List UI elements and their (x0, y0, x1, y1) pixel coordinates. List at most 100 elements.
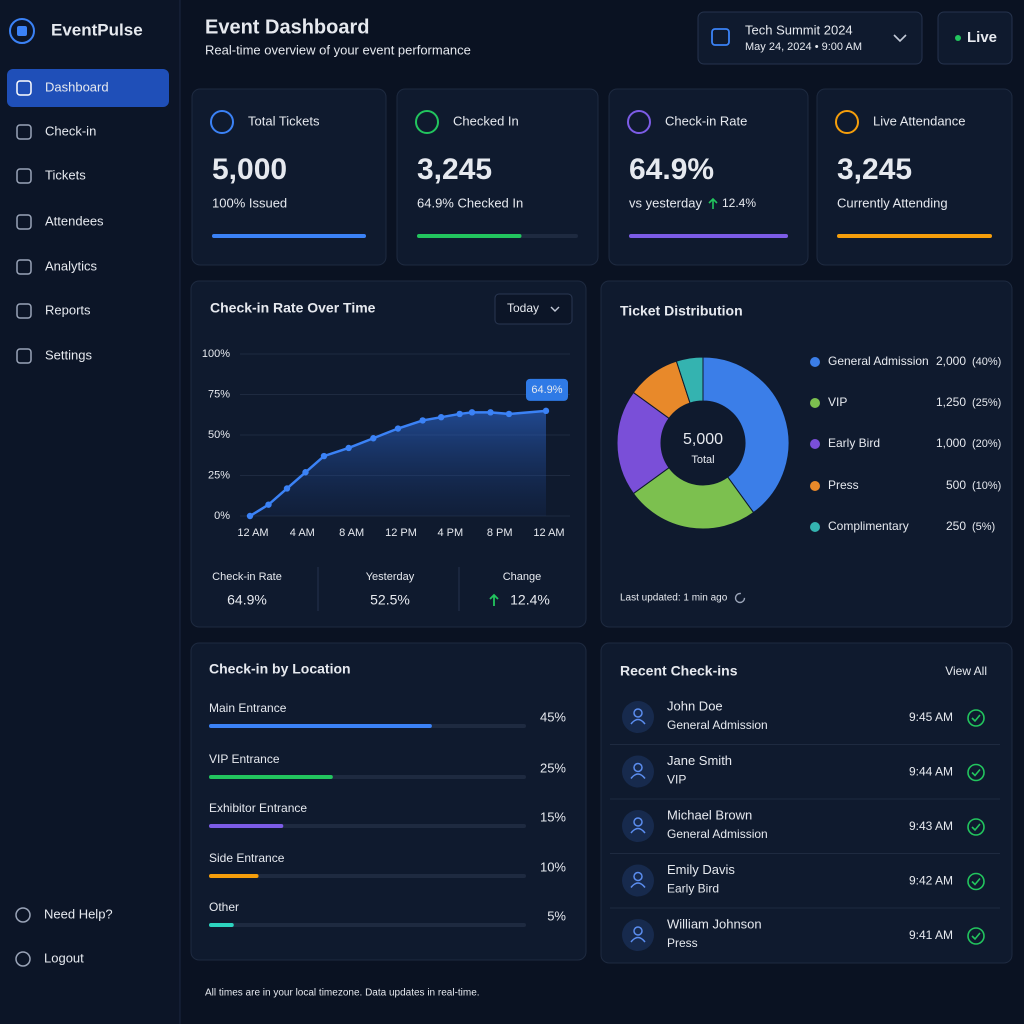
view-all-link[interactable]: View All (945, 664, 987, 678)
nav-icon (16, 80, 32, 96)
attendee-name: Michael Brown (667, 807, 752, 822)
pie-slice (702, 356, 790, 514)
refresh-icon[interactable] (734, 592, 746, 604)
live-status: Live (967, 29, 997, 46)
nav-icon (16, 214, 32, 230)
x-tick-label: 4 PM (437, 527, 463, 539)
attendee-type: General Admission (667, 718, 768, 732)
attendee-name: Jane Smith (667, 753, 732, 768)
check-icon (967, 763, 985, 782)
check-icon (967, 872, 985, 891)
bar (209, 824, 284, 828)
attendee-type: Early Bird (667, 882, 719, 896)
nav-item[interactable]: Dashboard (45, 79, 109, 94)
event-selector[interactable] (697, 11, 923, 65)
annotation: 64.9% (531, 384, 562, 396)
calendar-icon (711, 28, 730, 46)
point (437, 413, 445, 421)
stat-label: Total Tickets (248, 113, 320, 128)
bar-label: Side Entrance (209, 851, 285, 865)
nav-active (7, 69, 169, 107)
progress-bar (629, 234, 788, 238)
bar-value: 5% (547, 908, 566, 923)
point (246, 512, 254, 520)
stat-icon (835, 110, 859, 134)
nav-item[interactable]: Check-in (45, 123, 96, 138)
nav-item[interactable]: Analytics (45, 258, 98, 273)
footer-icon (15, 907, 31, 923)
nav-icon (16, 168, 32, 184)
nav-item[interactable]: Reports (45, 302, 91, 317)
legend-dot (810, 481, 820, 491)
bar (209, 923, 234, 927)
y-tick-label: 25% (208, 469, 230, 481)
stat-sub: 64.9% Checked In (417, 195, 523, 210)
nav-item[interactable]: Tickets (45, 167, 86, 182)
x-tick-label: 4 AM (290, 527, 315, 539)
y-tick-label: 50% (208, 429, 230, 441)
stat-icon (210, 110, 234, 134)
legend-share: (5%) (972, 521, 995, 533)
x-tick-label: 8 AM (339, 527, 364, 539)
bar-track (209, 824, 526, 828)
card (816, 88, 1013, 266)
x-tick-label: 12 AM (237, 527, 268, 539)
brand-name: EventPulse (51, 20, 143, 39)
point (505, 410, 513, 418)
card (396, 88, 599, 266)
point (487, 409, 494, 416)
stat-value: 5,000 (212, 153, 287, 186)
bar (209, 724, 432, 728)
point (283, 485, 291, 492)
stat-sub: Currently Attending (837, 195, 948, 210)
donut-center-label: Total (691, 454, 714, 466)
attendee-name: John Doe (667, 698, 723, 713)
nav-item[interactable]: Settings (45, 347, 92, 362)
summary-label: Yesterday (366, 571, 415, 583)
check-icon (967, 709, 985, 727)
check-mark (971, 768, 981, 777)
legend-dot (810, 357, 820, 367)
progress-bar (837, 234, 992, 238)
point (320, 452, 328, 460)
avatar-body (630, 936, 646, 943)
bar (209, 874, 259, 878)
card (608, 88, 809, 266)
bar-label: VIP Entrance (209, 752, 280, 766)
summary-value: 52.5% (370, 592, 410, 608)
x-tick-label: 12 PM (385, 527, 417, 539)
filter-label: Today (507, 301, 539, 315)
legend-value: 1,000 (936, 436, 966, 450)
chevron (550, 306, 560, 312)
legend-value: 250 (946, 519, 966, 533)
stat-value: 64.9% (629, 153, 714, 186)
pie-slice (632, 466, 755, 530)
point (468, 409, 476, 416)
point (456, 410, 463, 418)
avatar-head (633, 762, 643, 773)
stat-icon (627, 110, 651, 134)
delta-arrow (489, 593, 499, 606)
section-title: Recent Check-ins (620, 663, 738, 679)
area (250, 410, 546, 516)
legend-share: (25%) (972, 397, 1001, 409)
stat-sub: 100% Issued (212, 195, 287, 210)
sidebar-footer-item[interactable]: Need Help? (44, 906, 113, 921)
bar-label: Main Entrance (209, 701, 287, 715)
legend-label: Press (828, 478, 859, 492)
checkin-time: 9:43 AM (909, 819, 953, 833)
sidebar (0, 0, 180, 1024)
x-tick-label: 12 AM (533, 527, 564, 539)
check-mark (971, 823, 981, 832)
filter-dropdown[interactable] (494, 293, 573, 325)
nav-item[interactable]: Attendees (45, 213, 104, 228)
check-mark (971, 714, 981, 723)
legend-share: (40%) (972, 356, 1001, 368)
sidebar-footer-item[interactable]: Logout (44, 950, 84, 965)
point (394, 425, 402, 432)
event-date: May 24, 2024 • 9:00 AM (745, 41, 862, 53)
bar-track (209, 923, 526, 927)
summary-value: 64.9% (227, 592, 267, 608)
